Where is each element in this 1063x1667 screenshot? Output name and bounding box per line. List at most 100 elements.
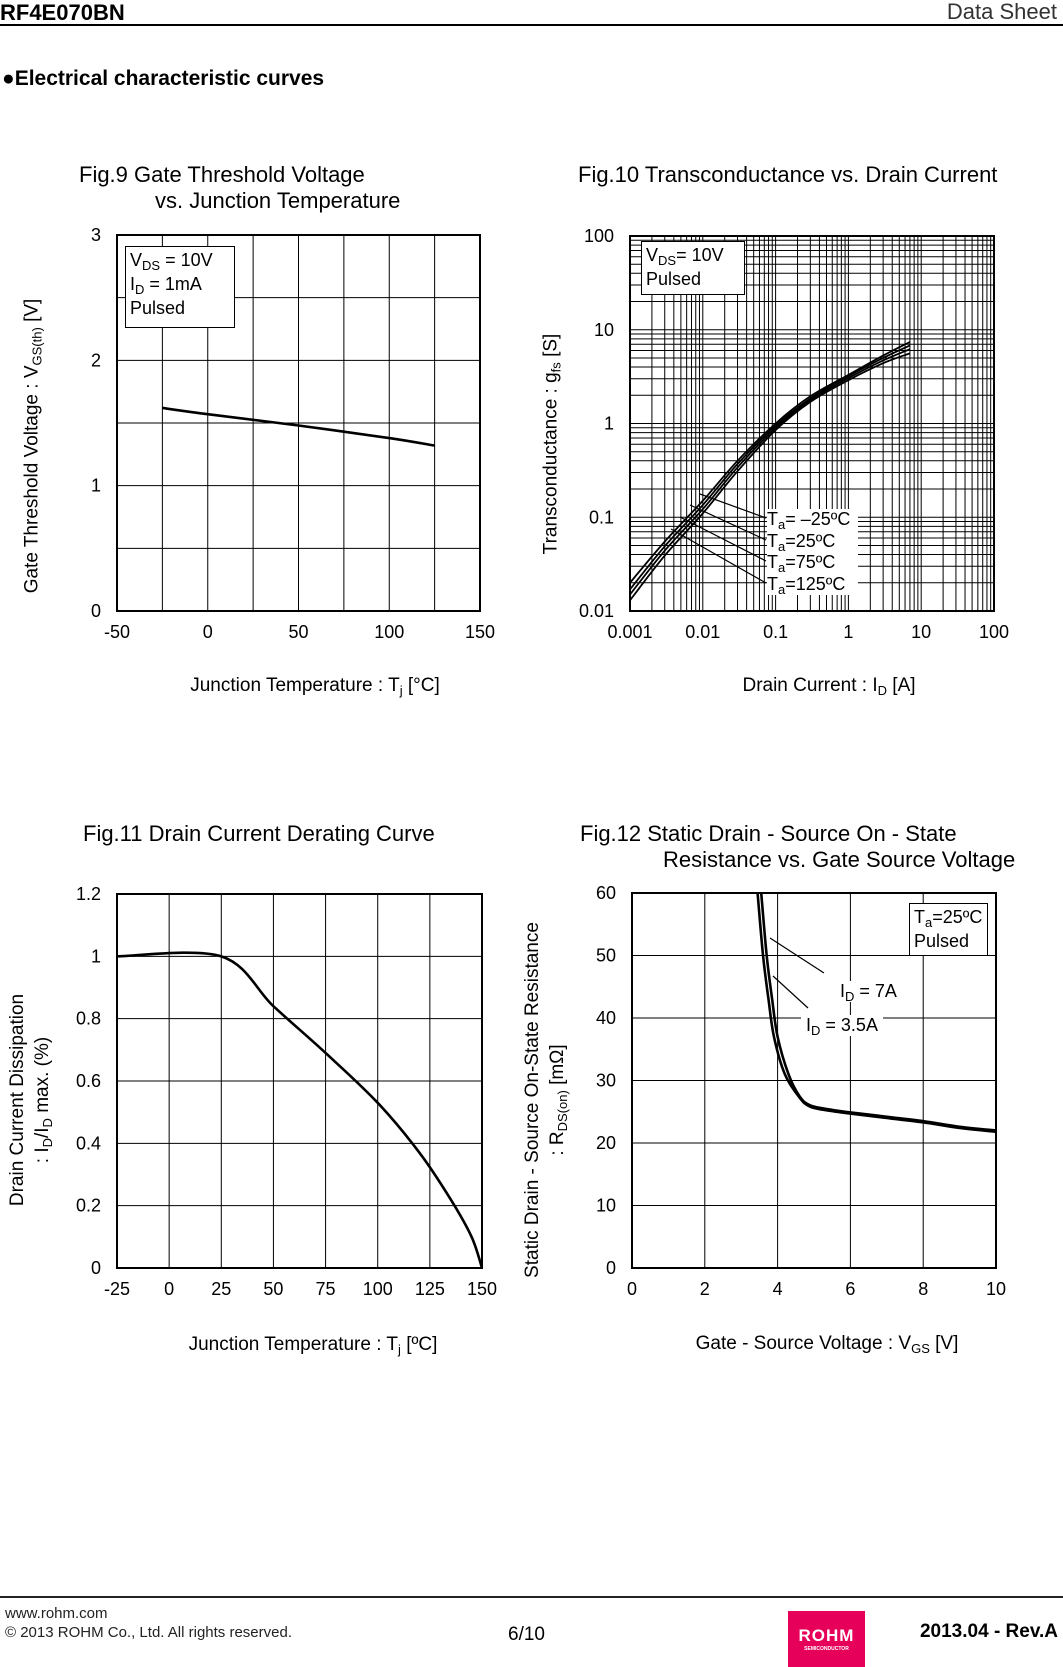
- y-tick-label: 0.6: [76, 1071, 101, 1091]
- y-tick-label: 20: [596, 1133, 616, 1153]
- fig10-legend-pulsed: Pulsed: [646, 269, 702, 289]
- series-line-1: [629, 344, 911, 590]
- leader-line: [689, 504, 767, 541]
- x-tick-label: 50: [288, 622, 308, 642]
- series-line-2: [629, 348, 911, 596]
- fig12-legend-ta: Ta=25ºC: [914, 907, 983, 930]
- x-tick-label: 50: [263, 1279, 283, 1299]
- page-number: 6/10: [508, 1624, 545, 1645]
- x-tick-label: 0.001: [607, 622, 652, 642]
- fig11-y-axis-label: Drain Current Dissipation : ID/ID max. (…: [7, 993, 55, 1207]
- x-tick-label: 8: [918, 1279, 928, 1299]
- fig9-legend-box: VDS = 10V ID = 1mA Pulsed: [125, 246, 235, 328]
- x-tick-label: 1: [843, 622, 853, 642]
- fig10-label-25: Ta=25ºC: [767, 530, 836, 554]
- y-tick-label: 30: [596, 1071, 616, 1091]
- x-tick-label: 10: [911, 622, 931, 642]
- fig10-series-labels: Ta= –25ºC Ta=25ºC Ta=75ºC Ta=125ºC: [767, 509, 859, 597]
- x-tick-label: 100: [979, 622, 1009, 642]
- y-tick-label: 0.2: [76, 1196, 101, 1216]
- fig11-x-axis-label: Junction Temperature : Tj [ºC]: [188, 1334, 438, 1357]
- y-tick-label: 50: [596, 946, 616, 966]
- fig9-title-line1: Fig.9 Gate Threshold Voltage: [79, 162, 365, 187]
- y-tick-label: 40: [596, 1008, 616, 1028]
- y-tick-label: 0.8: [76, 1009, 101, 1029]
- y-tick-label: 0.4: [76, 1133, 101, 1153]
- y-tick-label: 0: [91, 1258, 101, 1278]
- x-tick-label: -50: [104, 622, 130, 642]
- y-tick-label: 10: [596, 1196, 616, 1216]
- y-tick-label: 0.01: [579, 601, 614, 621]
- y-tick-label: 2: [91, 350, 101, 370]
- doc-type: Data Sheet: [946, 0, 1057, 24]
- series-line-0: [116, 951, 484, 1269]
- x-tick-label: 150: [467, 1279, 497, 1299]
- section-title: Electrical characteristic curves: [14, 67, 325, 90]
- y-tick-label: 1: [91, 476, 101, 496]
- fig10-label-125: Ta=125ºC: [767, 573, 846, 597]
- footer-divider: [0, 1596, 1063, 1598]
- y-tick-label: 60: [596, 883, 616, 903]
- x-tick-label: 2: [700, 1279, 710, 1299]
- series-line-3: [629, 352, 911, 601]
- section-heading: ●Electrical characteristic curves: [2, 67, 324, 91]
- rohm-logo: ROHM SEMICONDUCTOR: [788, 1611, 865, 1667]
- fig10-legend-box: VDS= 10V Pulsed: [641, 241, 745, 295]
- leader-line: [679, 516, 767, 562]
- fig10-y-axis-label: Transconductance : gfs [S]: [540, 333, 564, 555]
- fig12-title-line1: Fig.12 Static Drain - Source On - State: [580, 821, 957, 846]
- fig10-label-m25: Ta= –25ºC: [767, 509, 851, 532]
- leader-line: [670, 528, 767, 584]
- x-tick-label: 75: [316, 1279, 336, 1299]
- leader-line: [769, 937, 825, 974]
- series-line-0: [629, 341, 911, 584]
- x-tick-label: 10: [986, 1279, 1006, 1299]
- y-tick-label: 1: [91, 946, 101, 966]
- x-tick-label: 0: [203, 622, 213, 642]
- fig11-title: Fig.11 Drain Current Derating Curve: [83, 821, 435, 846]
- y-tick-label: 0: [606, 1258, 616, 1278]
- footer-copyright: © 2013 ROHM Co., Ltd. All rights reserve…: [5, 1624, 292, 1641]
- x-tick-label: 125: [415, 1279, 445, 1299]
- series-line-1: [756, 892, 997, 1134]
- y-tick-label: 10: [594, 320, 614, 340]
- fig12-label-3-5a: ID = 3.5A: [801, 1015, 883, 1037]
- header-divider: [0, 24, 1063, 26]
- x-tick-label: -25: [104, 1279, 130, 1299]
- bullet-icon: ●: [2, 67, 15, 90]
- fig12-legend-pulsed: Pulsed: [914, 931, 970, 951]
- series-line-0: [162, 406, 435, 447]
- x-tick-label: 4: [773, 1279, 783, 1299]
- footer-website[interactable]: www.rohm.com: [5, 1605, 108, 1622]
- fig10-x-axis-label: Drain Current : ID [A]: [742, 675, 916, 698]
- fig9-title-line2: vs. Junction Temperature: [155, 188, 401, 213]
- fig10-legend-vds: VDS= 10V: [646, 245, 724, 268]
- x-tick-label: 150: [465, 622, 495, 642]
- y-tick-label: 0: [91, 601, 101, 621]
- fig12-x-axis-label: Gate - Source Voltage : VGS [V]: [695, 1333, 959, 1356]
- fig9-y-axis-label: Gate Threshold Voltage : VGS(th) [V]: [21, 298, 45, 594]
- fig9-legend-id: ID = 1mA: [130, 274, 202, 297]
- leader-line: [772, 975, 809, 1009]
- x-tick-label: 100: [363, 1279, 393, 1299]
- plot-frame: [631, 892, 997, 1269]
- x-tick-label: 0: [164, 1279, 174, 1299]
- x-tick-label: 100: [374, 622, 404, 642]
- y-tick-label: 100: [584, 226, 614, 246]
- part-number: RF4E070BN: [0, 0, 125, 25]
- fig12-label-7a: ID = 7A: [835, 981, 902, 1003]
- fig10-label-75: Ta=75ºC: [767, 552, 836, 575]
- x-tick-label: 0.01: [685, 622, 720, 642]
- fig12-y-axis-label: Static Drain - Source On-State Resistanc…: [522, 922, 570, 1278]
- fig10-title: Fig.10 Transconductance vs. Drain Curren…: [578, 162, 998, 187]
- x-tick-label: 0: [627, 1279, 637, 1299]
- plot-frame: [116, 234, 481, 612]
- fig12-legend-box: Ta=25ºC Pulsed: [909, 903, 988, 956]
- fig9-legend-pulsed: Pulsed: [130, 298, 186, 318]
- y-tick-label: 0.1: [589, 507, 614, 527]
- fig12-title-line2: Resistance vs. Gate Source Voltage: [663, 847, 1016, 872]
